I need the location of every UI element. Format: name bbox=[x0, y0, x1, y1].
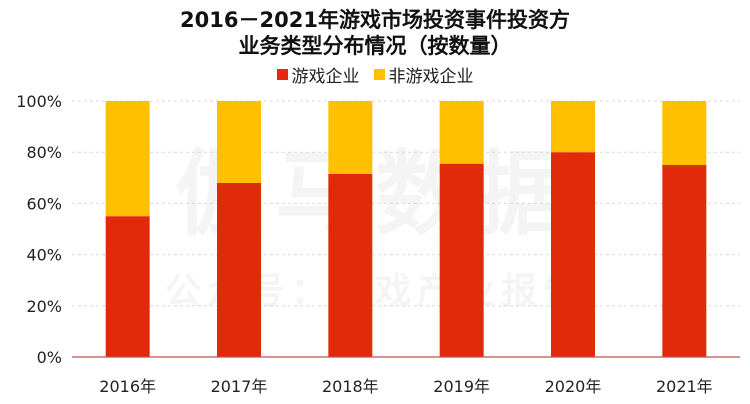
y-tick-label: 100% bbox=[16, 92, 62, 111]
y-tick-label: 20% bbox=[26, 297, 62, 316]
x-tick-label: 2018年 bbox=[322, 377, 379, 396]
x-tick-label: 2020年 bbox=[545, 377, 602, 396]
bar-segment-non-game bbox=[105, 101, 150, 217]
chart-title-line2: 业务类型分布情况（按数量） bbox=[238, 34, 512, 58]
y-tick-label: 60% bbox=[26, 194, 62, 213]
bar-segment-non-game bbox=[217, 101, 261, 183]
bar-segment-game bbox=[217, 182, 261, 357]
legend-label-game: 游戏企业 bbox=[291, 67, 360, 87]
bar-segment-game bbox=[105, 216, 150, 357]
x-tick-label: 2017年 bbox=[211, 377, 268, 396]
legend-label-non-game: 非游戏企业 bbox=[388, 67, 474, 87]
chart-legend: 游戏企业 非游戏企业 bbox=[0, 62, 750, 87]
bar-segment-non-game bbox=[328, 101, 373, 174]
legend-item-non-game: 非游戏企业 bbox=[373, 62, 474, 87]
x-tick-label: 2019年 bbox=[433, 377, 490, 396]
bar-segment-non-game bbox=[439, 101, 484, 164]
legend-item-game: 游戏企业 bbox=[276, 62, 360, 87]
bar-segment-game bbox=[551, 152, 595, 357]
legend-swatch-game bbox=[276, 69, 288, 80]
x-tick-label: 2021年 bbox=[656, 377, 713, 396]
bar-segment-game bbox=[328, 173, 373, 357]
bar-segment-game bbox=[662, 165, 707, 357]
bar-segment-non-game bbox=[662, 101, 707, 165]
chart-title-line1: 2016－2021年游戏市场投资事件投资方 bbox=[180, 8, 570, 32]
y-tick-label: 80% bbox=[26, 143, 62, 162]
y-tick-label: 0% bbox=[37, 348, 62, 367]
y-tick-label: 40% bbox=[26, 246, 62, 265]
bar-segment-game bbox=[439, 163, 484, 357]
x-tick-label: 2016年 bbox=[99, 377, 156, 396]
legend-swatch-non-game bbox=[373, 69, 385, 80]
bar-segment-non-game bbox=[551, 101, 595, 153]
